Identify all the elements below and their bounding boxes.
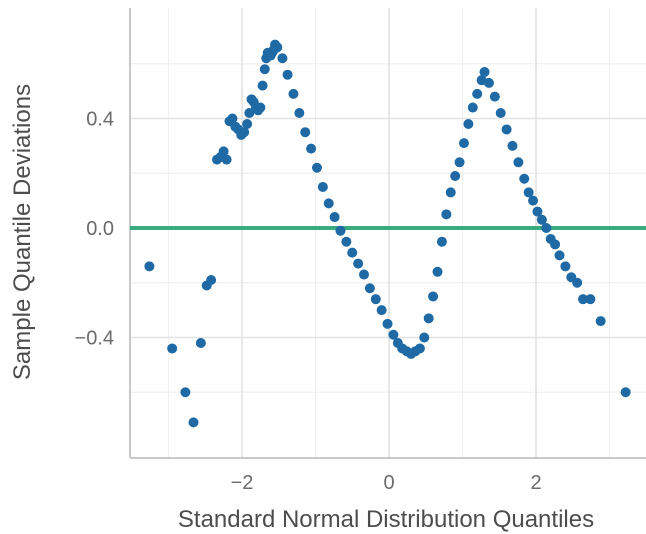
- x-tick-label: 2: [530, 472, 541, 494]
- data-point: [188, 417, 199, 428]
- data-point: [221, 154, 232, 165]
- data-point: [495, 108, 506, 119]
- data-point: [227, 113, 238, 124]
- data-point: [239, 127, 250, 138]
- data-point: [311, 162, 322, 173]
- data-point: [541, 223, 552, 233]
- data-point: [428, 291, 439, 302]
- data-point: [595, 316, 606, 327]
- data-point: [180, 387, 191, 398]
- data-point: [536, 214, 547, 225]
- data-point: [458, 138, 469, 149]
- axis-layer: [129, 8, 646, 459]
- data-point: [578, 294, 589, 305]
- data-point: [167, 343, 178, 354]
- data-point: [288, 88, 299, 99]
- data-point: [519, 173, 530, 184]
- y-axis-title: Sample Quantile Deviations: [9, 84, 36, 380]
- data-point: [323, 198, 334, 209]
- y-tick-label: 0.0: [86, 218, 114, 240]
- data-point: [195, 337, 206, 348]
- data-point: [501, 124, 512, 135]
- data-point: [218, 146, 229, 157]
- data-point: [523, 187, 534, 198]
- data-point: [489, 91, 500, 102]
- data-point: [445, 187, 456, 198]
- data-point: [277, 53, 288, 64]
- data-point: [585, 294, 596, 305]
- data-point: [419, 332, 430, 343]
- data-point: [550, 239, 561, 250]
- data-point: [554, 250, 565, 261]
- grid-layer: [130, 8, 646, 458]
- y-tick-label: 0.4: [86, 109, 114, 131]
- data-point: [306, 143, 317, 154]
- data-point: [414, 343, 425, 354]
- data-point: [206, 275, 217, 286]
- data-point: [560, 261, 571, 272]
- data-point: [353, 258, 364, 269]
- data-point: [441, 209, 452, 220]
- x-tick-label: −2: [231, 472, 254, 494]
- tick-label-layer: −2 0 2 −0.4 0.0 0.4: [75, 109, 542, 495]
- point-layer: [144, 39, 631, 428]
- data-point: [317, 181, 328, 192]
- data-point: [454, 157, 465, 168]
- data-point: [432, 266, 443, 277]
- data-point: [370, 294, 381, 305]
- data-point: [507, 140, 518, 151]
- x-axis-title: Standard Normal Distribution Quantiles: [178, 506, 594, 533]
- data-point: [388, 329, 399, 340]
- data-point: [376, 305, 387, 316]
- data-point: [483, 77, 494, 88]
- x-tick-label: 0: [383, 472, 394, 494]
- data-point: [335, 225, 346, 236]
- data-point: [257, 80, 268, 91]
- data-point: [282, 69, 293, 80]
- data-point: [300, 127, 311, 138]
- data-point: [329, 212, 340, 223]
- y-tick-label: −0.4: [75, 328, 114, 350]
- data-point: [347, 247, 358, 258]
- data-point: [479, 66, 490, 77]
- data-point: [364, 283, 375, 294]
- data-point: [436, 236, 447, 247]
- data-point: [450, 170, 461, 181]
- data-point: [620, 387, 631, 398]
- data-point: [359, 269, 370, 280]
- data-point: [244, 108, 255, 119]
- data-point: [294, 108, 305, 119]
- data-point: [528, 195, 539, 206]
- data-point: [144, 261, 155, 272]
- data-point: [513, 157, 524, 168]
- data-point: [463, 118, 474, 129]
- data-point: [572, 277, 583, 288]
- data-point: [382, 318, 393, 329]
- data-point: [259, 64, 270, 75]
- data-point: [341, 236, 352, 247]
- data-point: [255, 102, 266, 113]
- data-point: [242, 118, 253, 129]
- data-point: [467, 102, 478, 113]
- data-point: [472, 88, 483, 99]
- data-point: [272, 42, 283, 53]
- data-point: [532, 206, 543, 217]
- data-point: [423, 313, 434, 324]
